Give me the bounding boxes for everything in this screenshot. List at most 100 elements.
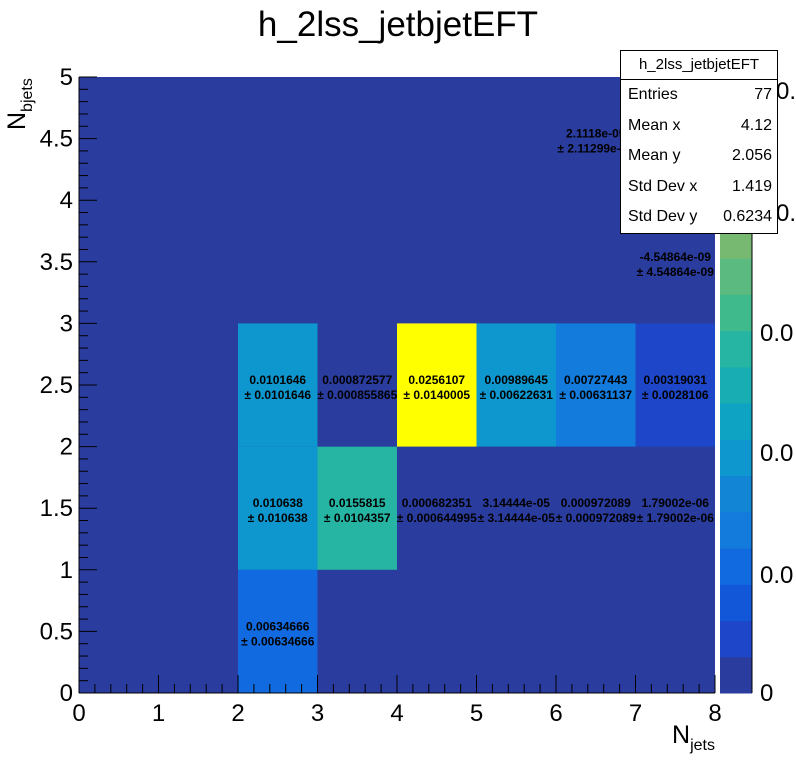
cell-error-label: ± 0.000855865 bbox=[317, 388, 397, 402]
palette-labels: 0 0.0 0.0 0.0 0. 0. bbox=[760, 78, 796, 707]
x-tick-label: 4 bbox=[390, 700, 403, 727]
palette-swatch bbox=[720, 584, 752, 622]
x-tick-label: 2 bbox=[231, 700, 244, 727]
heatmap-cell bbox=[556, 323, 636, 447]
cell-error-label: ± 4.54864e-09 bbox=[637, 265, 715, 279]
x-tick-label: 7 bbox=[629, 700, 642, 727]
stats-label: Std Dev x bbox=[628, 177, 698, 195]
cell-error-label: ± 3.14444e-05 bbox=[478, 511, 556, 525]
stats-row: Entries 77 bbox=[621, 80, 777, 111]
stats-label: Mean y bbox=[628, 147, 681, 165]
heatmap-cell bbox=[238, 323, 318, 447]
cell-error-label: ± 0.0140005 bbox=[403, 388, 470, 402]
heatmap-cell bbox=[635, 323, 715, 447]
stats-value: 2.056 bbox=[731, 147, 772, 165]
cell-error-label: ± 0.00622631 bbox=[480, 388, 554, 402]
palette-label: 0.0 bbox=[760, 320, 793, 347]
cell-error-label: ± 0.000644995 bbox=[397, 511, 477, 525]
palette-label: 0.0 bbox=[760, 440, 793, 467]
x-tick-label: 3 bbox=[311, 700, 324, 727]
cell-error-label: ± 1.79002e-06 bbox=[637, 511, 715, 525]
cell-value-label: 0.000682351 bbox=[402, 496, 472, 510]
cell-error-label: ± 0.0104357 bbox=[324, 511, 391, 525]
cell-value-label: 1.79002e-06 bbox=[642, 496, 710, 510]
cell-value-label: 0.00319031 bbox=[644, 373, 708, 387]
palette-swatch bbox=[720, 511, 752, 549]
cell-value-label: 0.000872577 bbox=[322, 373, 392, 387]
stats-row: Mean x 4.12 bbox=[621, 111, 777, 142]
heatmap-cell bbox=[476, 446, 556, 570]
stats-row: Std Dev y 0.6234 bbox=[621, 202, 777, 233]
cell-value-label: 2.1118e-05 bbox=[566, 127, 626, 141]
palette-swatch bbox=[720, 258, 752, 295]
cell-value-label: -4.54864e-09 bbox=[640, 250, 712, 264]
cell-error-label: ± 0.00631137 bbox=[559, 388, 632, 402]
palette-label: 0.0 bbox=[760, 562, 793, 589]
heatmap-cell bbox=[635, 446, 715, 570]
cell-value-label: 0.0101646 bbox=[249, 373, 306, 387]
cell-value-label: 0.00634666 bbox=[246, 619, 310, 633]
y-tick-label: 1.5 bbox=[40, 495, 73, 522]
cell-error-label: ± 0.010638 bbox=[248, 511, 308, 525]
x-tick-label: 5 bbox=[470, 700, 483, 727]
palette-swatch bbox=[720, 656, 752, 694]
cell-value-label: 0.0155815 bbox=[329, 496, 386, 510]
stats-row: Mean y 2.056 bbox=[621, 141, 777, 172]
x-tick-label: 0 bbox=[72, 700, 85, 727]
x-ticks: 0 1 2 3 4 5 6 7 8 bbox=[72, 675, 722, 727]
cell-labels: 0.00634666± 0.00634666 0.010638± 0.010638… bbox=[241, 127, 714, 649]
cell-value-label: 0.0256107 bbox=[408, 373, 465, 387]
cell-value-label: 3.14444e-05 bbox=[483, 496, 551, 510]
x-axis-label: Njets bbox=[672, 721, 715, 754]
palette-swatch bbox=[720, 439, 752, 477]
cell-error-label: ± 2.11299e-05 bbox=[557, 142, 634, 156]
cell-value-label: 0.000972089 bbox=[561, 496, 631, 510]
heatmap-cell bbox=[317, 446, 397, 570]
heatmap-cell bbox=[556, 446, 636, 570]
heatmap-cell bbox=[476, 323, 556, 447]
cell-error-label: ± 0.0101646 bbox=[244, 388, 311, 402]
heatmap-cell bbox=[397, 446, 477, 570]
cell-value-label: 0.00727443 bbox=[564, 373, 628, 387]
y-tick-label: 5 bbox=[60, 64, 73, 91]
cell-error-label: ± 0.000972089 bbox=[556, 511, 636, 525]
x-tick-label: 1 bbox=[152, 700, 165, 727]
chart-title: h_2lss_jetbjetEFT bbox=[258, 5, 538, 44]
y-axis-label: Nbjets bbox=[3, 78, 36, 130]
heatmap-cell bbox=[317, 323, 397, 447]
heatmap-cell bbox=[397, 323, 477, 447]
palette-swatch bbox=[720, 620, 752, 658]
y-tick-label: 3 bbox=[60, 310, 73, 337]
y-tick-label: 4 bbox=[60, 187, 73, 214]
y-tick-label: 3.5 bbox=[40, 249, 73, 276]
y-tick-label: 1 bbox=[60, 557, 73, 584]
stats-value: 0.6234 bbox=[723, 208, 772, 226]
stats-box: h_2lss_jetbjetEFT Entries 77 Mean x 4.12 M… bbox=[620, 50, 778, 234]
palette-label: 0. bbox=[776, 78, 796, 105]
stats-label: Mean x bbox=[628, 116, 681, 134]
y-ticks: 0 0.5 1 1.5 2 2.5 3 3.5 4 4.5 5 bbox=[40, 64, 97, 707]
y-tick-label: 2 bbox=[60, 434, 73, 461]
palette-swatch bbox=[720, 366, 752, 404]
cell-value-label: 0.010638 bbox=[253, 496, 303, 510]
stats-value: 4.12 bbox=[740, 116, 772, 134]
palette-swatch bbox=[720, 403, 752, 440]
palette-swatch bbox=[720, 294, 752, 332]
palette-label: 0. bbox=[776, 200, 796, 227]
stats-row: Std Dev x 1.419 bbox=[621, 172, 777, 203]
cell-error-label: ± 0.0028106 bbox=[642, 388, 709, 402]
y-tick-label: 0 bbox=[60, 680, 73, 707]
palette-swatch bbox=[720, 548, 752, 585]
stats-title: h_2lss_jetbjetEFT bbox=[621, 51, 777, 80]
palette-label: 0 bbox=[760, 680, 773, 707]
stats-value: 77 bbox=[754, 86, 772, 104]
y-tick-label: 2.5 bbox=[40, 372, 73, 399]
stats-label: Std Dev y bbox=[628, 208, 698, 226]
stats-label: Entries bbox=[628, 86, 678, 104]
palette-swatch bbox=[720, 475, 752, 513]
heatmap-cell bbox=[238, 569, 318, 693]
stats-value: 1.419 bbox=[731, 177, 772, 195]
cell-error-label: ± 0.00634666 bbox=[241, 634, 315, 648]
x-tick-label: 8 bbox=[708, 700, 721, 727]
palette-swatch bbox=[720, 330, 752, 368]
